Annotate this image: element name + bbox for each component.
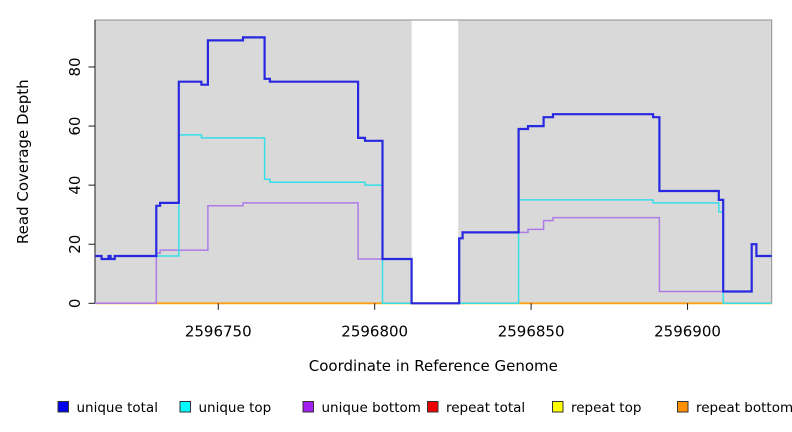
x-tick-label: 2596750 [185,322,252,340]
legend-label-unique-total: unique total [77,400,158,416]
legend-swatch-repeat-total [427,401,439,413]
legend-item-repeat-bottom: repeat bottom [677,400,792,416]
y-tick-label: 60 [66,117,84,136]
legend-swatch-repeat-bottom [677,401,689,413]
legend-label-repeat-total: repeat total [446,400,525,416]
x-tick-label: 2596850 [498,322,565,340]
legend-item-repeat-top: repeat top [552,400,641,416]
y-axis-title: Read Coverage Depth [14,79,32,244]
y-tick-label: 0 [66,299,84,309]
legend-label-unique-bottom: unique bottom [322,400,421,416]
x-axis-title: Coordinate in Reference Genome [309,357,558,375]
legend-swatch-repeat-top [552,401,564,413]
coverage-gap-region [411,20,459,304]
legend-item-unique-bottom: unique bottom [302,400,421,416]
y-tick-label: 20 [66,235,84,254]
legend-swatch-unique-bottom [302,401,314,413]
y-tick-label: 40 [66,176,84,195]
legend-item-repeat-total: repeat total [427,400,525,416]
x-tick-label: 2596900 [654,322,721,340]
x-tick-label: 2596800 [341,322,408,340]
series-line-unique-total [95,36,772,305]
legend-item-unique-top: unique top [179,400,272,416]
legend-swatch-unique-total [57,401,69,413]
legend-swatch-unique-top [179,401,191,413]
legend-label-repeat-top: repeat top [571,400,641,416]
legend-label-repeat-bottom: repeat bottom [696,400,792,416]
legend-item-unique-total: unique total [57,400,158,416]
y-tick-label: 80 [66,57,84,76]
legend-label-unique-top: unique top [199,400,272,416]
